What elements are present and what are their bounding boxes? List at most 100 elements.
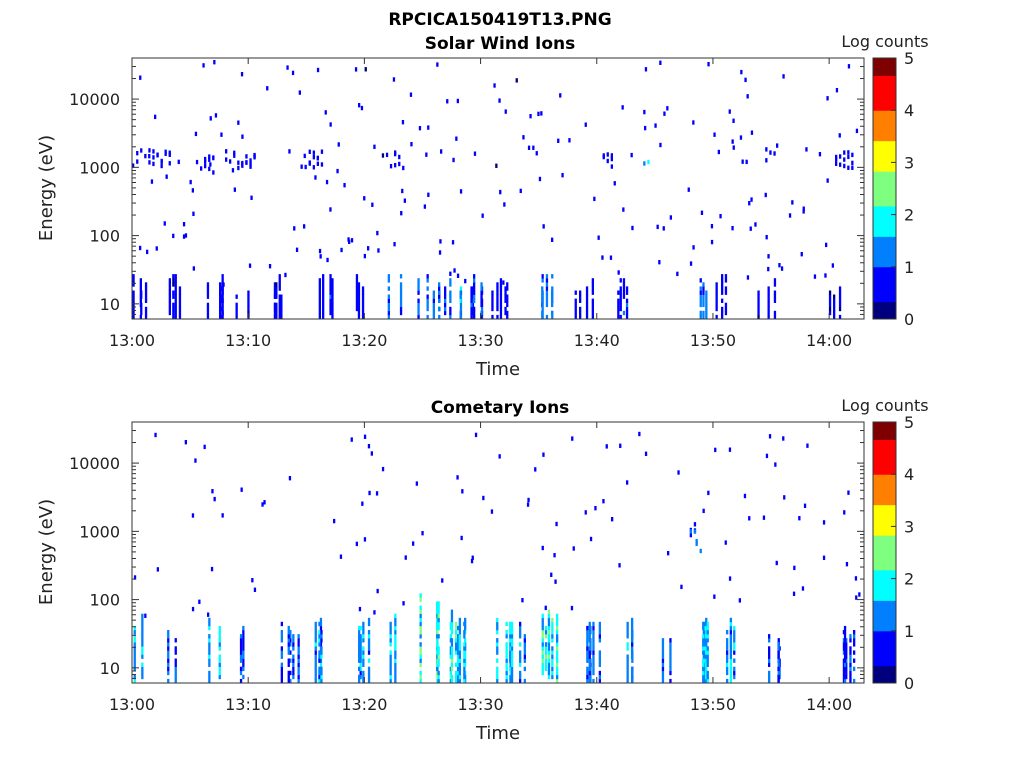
spectrogram-cell xyxy=(133,658,136,663)
spectrogram-cell xyxy=(490,509,494,514)
x-tick-label: 13:50 xyxy=(690,331,736,350)
spectrogram-cell xyxy=(768,678,771,684)
spectrogram-cell xyxy=(491,302,494,308)
spectrogram-cell xyxy=(767,254,770,259)
spectrogram-cell xyxy=(204,163,207,169)
spectrogram-cell xyxy=(394,654,397,659)
spectrogram-cell xyxy=(777,654,780,659)
spectrogram-cell xyxy=(287,670,290,676)
spectrogram-cell xyxy=(610,164,613,169)
spectrogram-cell xyxy=(743,493,747,499)
spectrogram-cell xyxy=(625,302,629,308)
spectrogram-cell xyxy=(144,282,148,287)
spectrogram-cell xyxy=(504,306,507,312)
spectrogram-cell xyxy=(788,213,792,218)
spectrogram-cell xyxy=(847,490,850,495)
spectrogram-cell xyxy=(457,658,460,663)
spectrogram-cell xyxy=(287,642,290,647)
spectrogram-cell xyxy=(471,310,475,316)
colorbar-step xyxy=(873,583,896,588)
spectrogram-cell xyxy=(541,617,544,623)
spectrogram-cell xyxy=(853,630,856,635)
spectrogram-cell xyxy=(591,298,594,303)
spectrogram-cell xyxy=(444,306,447,312)
colorbar-step xyxy=(873,448,896,453)
spectrogram-cell xyxy=(363,196,366,201)
spectrogram-cell xyxy=(318,306,321,312)
spectrogram-cell xyxy=(292,646,295,651)
spectrogram-cell xyxy=(132,298,135,303)
spectrogram-cell xyxy=(308,149,311,154)
spectrogram-cell xyxy=(545,286,549,291)
spectrogram-cell xyxy=(630,152,633,158)
spectrogram-cell xyxy=(206,314,210,320)
spectrogram-cell xyxy=(415,481,418,486)
spectrogram-cell xyxy=(598,658,601,663)
spectrogram-cell xyxy=(247,310,250,316)
spectrogram-cell xyxy=(523,634,526,639)
spectrogram-cell xyxy=(450,674,454,680)
spectrogram-cell xyxy=(322,310,325,316)
spectrogram-cell xyxy=(389,630,392,635)
spectrogram-cell xyxy=(826,178,829,183)
spectrogram-cell xyxy=(835,161,838,166)
spectrogram-cell xyxy=(471,555,474,560)
spectrogram-cell xyxy=(444,294,447,299)
spectrogram-cell xyxy=(314,662,317,667)
spectrogram-cell xyxy=(437,609,440,614)
spectrogram-cell xyxy=(314,630,317,635)
spectrogram-cell xyxy=(547,646,551,651)
spectrogram-cell xyxy=(726,638,729,643)
spectrogram-cell xyxy=(373,610,376,615)
spectrogram-cell xyxy=(843,674,847,680)
spectrogram-cell xyxy=(783,495,786,500)
spectrogram-cell xyxy=(749,226,752,231)
spectrogram-cell xyxy=(287,646,290,651)
spectrogram-cell xyxy=(401,120,405,125)
spectrogram-cell xyxy=(544,630,548,635)
spectrogram-cell xyxy=(574,306,577,312)
spectrogram-cell xyxy=(594,506,597,511)
spectrogram-cell xyxy=(449,634,452,639)
spectrogram-cell xyxy=(579,298,582,303)
spectrogram-cell xyxy=(480,294,483,299)
spectrogram-cell xyxy=(545,274,549,279)
spectrogram-cell xyxy=(419,597,422,602)
spectrogram-cell xyxy=(432,302,435,308)
colorbar-step xyxy=(873,678,896,684)
spectrogram-cell xyxy=(519,634,522,639)
spectrogram-cell xyxy=(355,298,359,303)
spectrogram-cell xyxy=(579,294,582,299)
spectrogram-cell xyxy=(436,662,439,667)
spectrogram-cell xyxy=(363,434,367,439)
spectrogram-cell xyxy=(140,148,143,153)
spectrogram-cell xyxy=(280,294,283,299)
spectrogram-cell xyxy=(480,306,484,312)
spectrogram-cell xyxy=(610,153,613,158)
spectrogram-cell xyxy=(156,567,159,572)
colorbar-step xyxy=(873,114,896,120)
spectrogram-cell xyxy=(438,294,441,299)
spectrogram-cell xyxy=(706,638,709,643)
spectrogram-cell xyxy=(326,257,329,263)
spectrogram-cell xyxy=(729,658,732,663)
spectrogram-cell xyxy=(141,642,144,647)
spectrogram-cell xyxy=(436,621,439,627)
spectrogram-cell xyxy=(551,658,554,663)
spectrogram-cell xyxy=(706,658,709,663)
spectrogram-cell xyxy=(239,634,243,639)
spectrogram-cell xyxy=(220,314,223,320)
spectrogram-cell xyxy=(551,274,554,279)
spectrogram-cell xyxy=(247,306,250,312)
spectrogram-cell xyxy=(705,302,708,308)
spectrogram-cell xyxy=(394,163,397,168)
spectrogram-cell xyxy=(280,634,283,639)
spectrogram-cell xyxy=(626,480,629,485)
spectrogram-cell xyxy=(768,662,771,667)
spectrogram-cell xyxy=(545,314,549,320)
spectrogram-cell xyxy=(141,654,144,659)
spectrogram-cell xyxy=(588,654,591,659)
spectrogram-cell xyxy=(133,674,136,680)
spectrogram-cell xyxy=(359,638,362,643)
spectrogram-cell xyxy=(357,294,361,299)
